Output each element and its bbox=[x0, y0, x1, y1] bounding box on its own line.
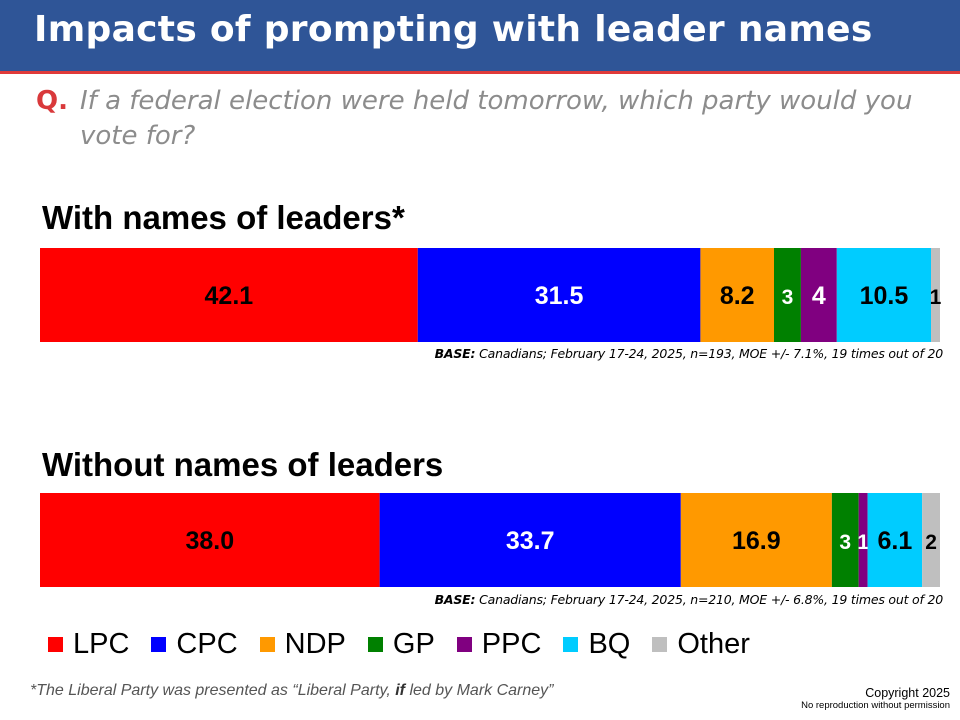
footnote-emphasis: if bbox=[395, 682, 405, 699]
chart-legend: LPC CPC NDP GP PPC BQ Other bbox=[48, 628, 772, 661]
bar-segment-ndp bbox=[700, 248, 774, 342]
legend-label: CPC bbox=[176, 628, 238, 660]
bar-segment-other bbox=[922, 493, 940, 587]
legend-swatch bbox=[367, 637, 383, 652]
data-label-lpc: 38.0 bbox=[185, 527, 234, 555]
base-label: BASE: bbox=[434, 592, 476, 607]
bar-segment-lpc bbox=[40, 248, 418, 342]
legend-label: BQ bbox=[588, 628, 631, 660]
footnote-text-end: led by Mark Carney” bbox=[405, 682, 554, 699]
data-label-cpc: 33.7 bbox=[506, 527, 555, 555]
bar-segment-bq bbox=[867, 493, 923, 587]
base-label: BASE: bbox=[434, 346, 476, 361]
base-text: Canadians; February 17-24, 2025, n=193, … bbox=[479, 346, 943, 361]
bar-segment-other bbox=[931, 248, 940, 342]
header-bar: Impacts of prompting with leader names bbox=[0, 0, 960, 74]
question-label: Q. bbox=[36, 86, 68, 116]
data-label-gp: 3 bbox=[839, 531, 851, 554]
question-text: If a federal election were held tomorrow… bbox=[80, 86, 913, 151]
chart-title-with-names: With names of leaders* bbox=[42, 199, 405, 236]
legend-swatch bbox=[259, 637, 275, 652]
data-label-other: 1 bbox=[930, 286, 942, 309]
data-label-bq: 10.5 bbox=[860, 282, 909, 310]
bar-segment-lpc bbox=[40, 493, 380, 587]
data-label-cpc: 31.5 bbox=[535, 282, 584, 310]
footnote: *The Liberal Party was presented as “Lib… bbox=[30, 682, 554, 700]
copyright-notice: No reproduction without permission bbox=[801, 700, 950, 711]
legend-label: LPC bbox=[73, 628, 130, 660]
bar-segment-cpc bbox=[379, 493, 681, 587]
legend-swatch bbox=[48, 637, 63, 652]
data-label-ppc: 1 bbox=[857, 531, 869, 554]
footnote-text: *The Liberal Party was presented as “Lib… bbox=[30, 682, 396, 699]
data-label-other: 2 bbox=[925, 531, 937, 554]
legend-label: NDP bbox=[284, 628, 346, 660]
legend-swatch bbox=[652, 637, 668, 652]
legend-item-cpc: CPC bbox=[151, 628, 238, 661]
base-text: Canadians; February 17-24, 2025, n=210, … bbox=[479, 592, 943, 607]
legend-label: PPC bbox=[481, 628, 542, 660]
chart-title-without-names: Without names of leaders bbox=[42, 446, 444, 483]
bar-segment-ppc bbox=[858, 493, 868, 587]
data-label-ppc: 4 bbox=[812, 282, 826, 310]
data-label-bq: 6.1 bbox=[877, 527, 912, 555]
base-note-with-names: BASE: Canadians; February 17-24, 2025, n… bbox=[434, 346, 944, 361]
data-label-gp: 3 bbox=[782, 286, 794, 309]
legend-swatch bbox=[456, 637, 472, 652]
bar-segment-ndp bbox=[680, 493, 832, 587]
bar-segment-bq bbox=[836, 248, 932, 342]
data-label-ndp: 8.2 bbox=[720, 282, 755, 310]
legend-swatch bbox=[563, 637, 579, 652]
legend-label: Other bbox=[677, 628, 750, 660]
legend-item-ndp: NDP bbox=[259, 628, 346, 661]
bar-segment-cpc bbox=[417, 248, 701, 342]
legend-item-bq: BQ bbox=[563, 628, 630, 661]
legend-item-gp: GP bbox=[367, 628, 435, 661]
base-note-without-names: BASE: Canadians; February 17-24, 2025, n… bbox=[434, 592, 944, 607]
bar-segment-gp bbox=[831, 493, 859, 587]
bar-segment-gp bbox=[774, 248, 801, 342]
bar-segment-ppc bbox=[800, 248, 837, 342]
legend-swatch bbox=[151, 637, 167, 652]
legend-label: GP bbox=[392, 628, 435, 660]
page-title: Impacts of prompting with leader names bbox=[34, 9, 873, 50]
legend-item-ppc: PPC bbox=[456, 628, 542, 661]
legend-item-other: Other bbox=[652, 628, 750, 661]
legend-item-lpc: LPC bbox=[48, 628, 129, 661]
copyright: Copyright 2025 No reproduction without p… bbox=[801, 686, 950, 712]
data-label-lpc: 42.1 bbox=[205, 282, 254, 310]
data-label-ndp: 16.9 bbox=[732, 527, 781, 555]
copyright-line: Copyright 2025 bbox=[865, 686, 950, 700]
